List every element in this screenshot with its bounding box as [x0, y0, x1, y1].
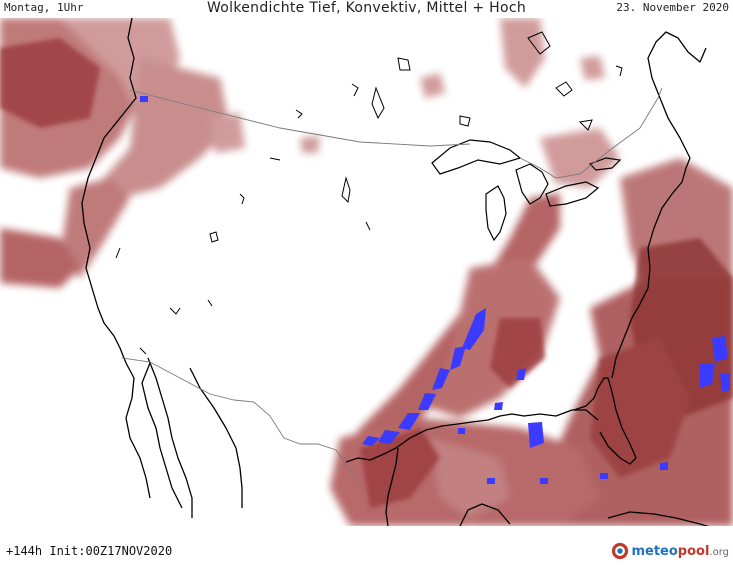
cloud-density-map: [0, 18, 733, 526]
inland-lakes: [115, 31, 623, 355]
convective-cells: [140, 96, 730, 484]
meteopool-logo-text: meteopool.org: [631, 543, 729, 559]
coastlines: [81, 18, 709, 526]
map-title: Wolkendichte Tief, Konvektiv, Mittel + H…: [206, 0, 527, 16]
forecast-time-label: Montag, 1Uhr: [4, 1, 84, 14]
model-run-info: +144h Init:00Z17NOV2020: [6, 544, 173, 558]
political-borders: [121, 87, 663, 487]
meteopool-logo[interactable]: meteopool.org: [611, 540, 729, 562]
dense-cloud-layer: [0, 38, 733, 508]
meteopool-logo-icon: [612, 542, 629, 560]
forecast-date-label: 23. November 2020: [616, 1, 729, 14]
